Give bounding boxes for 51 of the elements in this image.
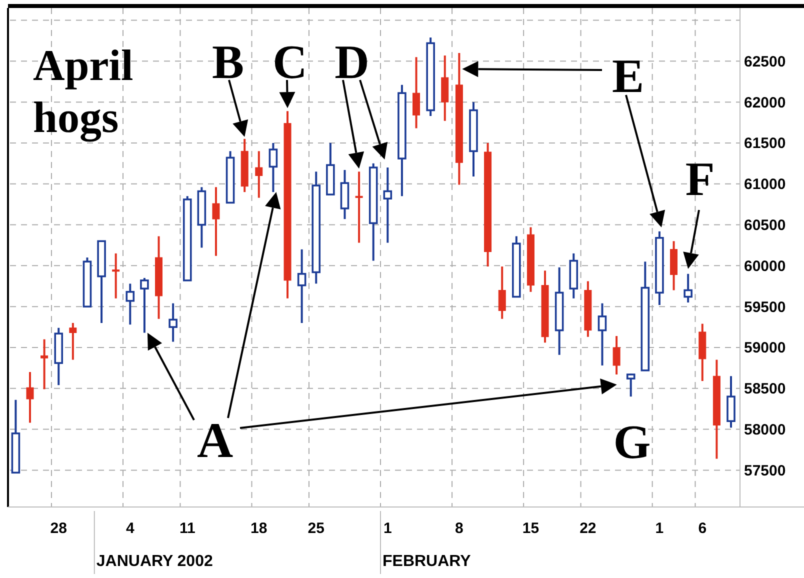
candlestick [383,166,392,244]
text: FEBRUARY [382,553,472,570]
x-tick-label: 6 [698,520,707,537]
x-tick-label: 11 [179,520,196,537]
candlestick [598,302,607,366]
candlestick [126,282,135,326]
candlestick [212,186,220,257]
annotation: D [334,36,370,89]
candlestick [297,248,306,324]
candlestick [626,372,636,398]
y-tick-label: 59500 [744,298,786,316]
candlestick [40,338,48,390]
candlestick [498,266,506,320]
x-tick-label: 1 [383,520,392,537]
candlestick [140,276,149,334]
annotation: E [612,50,644,103]
x-tick-label: 4 [126,520,135,537]
x-tick-label: 22 [580,520,596,537]
candlestick [412,56,420,130]
x-tick-label: 1 [655,520,664,537]
candlestick [268,142,278,194]
x-tick-label: 15 [522,520,540,537]
y-tick-label: 58500 [744,380,786,398]
y-tick-label: 62000 [744,94,786,112]
annotation: C [272,36,308,89]
annotation: A [196,412,234,468]
candlestick [255,150,263,199]
y-tick-label: 57500 [744,462,786,480]
annotation: G [613,416,651,469]
candlestick [168,302,178,343]
y-tick-label: 58000 [744,422,786,439]
y-tick-label: 60500 [744,217,786,234]
text: JANUARY 2002 [96,553,213,570]
candlestick [612,335,620,376]
x-tick-label: 8 [455,520,464,537]
y-tick-label: 61000 [744,176,786,194]
annotation: B [212,36,244,89]
x-tick-label: 28 [50,520,67,537]
y-tick-label: 59000 [744,340,786,357]
annotation: F [685,153,715,206]
text: April hogs [33,41,134,142]
x-tick-label: 18 [250,520,268,537]
candlestick [26,371,34,424]
x-tick-label: 25 [308,520,324,537]
y-tick-label: 60000 [744,258,786,275]
candlestick [112,252,120,300]
y-tick-label: 62500 [744,53,786,70]
candlestick [69,322,77,361]
y-tick-label: 61500 [744,135,786,152]
candlestick [684,272,692,304]
candlestick [355,170,363,244]
